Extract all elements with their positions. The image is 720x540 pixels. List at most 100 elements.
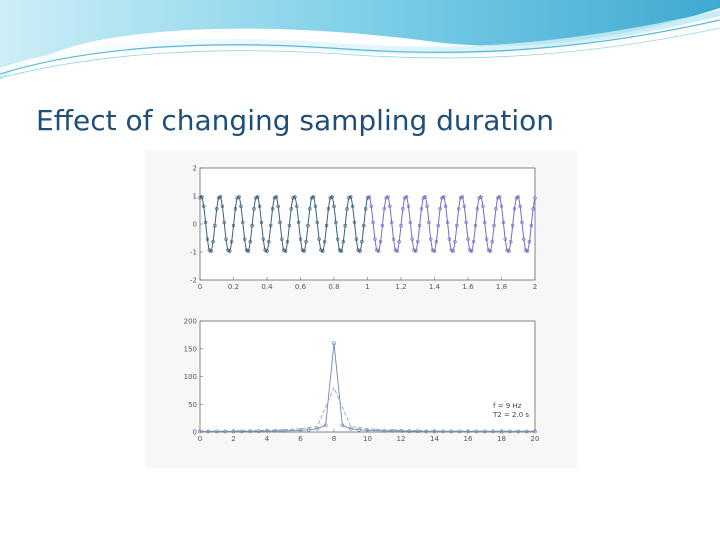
signal-sample-point (494, 207, 498, 211)
signal-sample-point (343, 223, 347, 228)
signal-sample-point (442, 195, 446, 199)
spectrum-point (424, 429, 429, 434)
signal-sample-point (388, 204, 392, 208)
spectrum-chart-y-tick-label: 0 (193, 429, 197, 437)
signal-sample-point (397, 240, 401, 244)
signal-sample-point (322, 240, 327, 244)
spectrum-point (239, 429, 244, 434)
signal-sample-point (229, 240, 234, 244)
signal-sample-point (477, 196, 481, 200)
signal-sample-point (231, 223, 236, 228)
signal-sample-point (216, 196, 221, 200)
signal-sample-point (501, 220, 506, 225)
spectrum-chart-x-tick-label: 4 (265, 435, 270, 443)
spectrum-point (248, 429, 253, 434)
signal-sample-point (347, 196, 351, 200)
signal-series-line-1 (199, 195, 368, 253)
spectrum-point (223, 429, 228, 434)
signal-chart-x-tick-label: 0 (198, 283, 202, 291)
signal-sample-point (423, 195, 427, 199)
signal-sample-point (505, 248, 509, 252)
signal-sample-point (401, 207, 405, 211)
signal-chart-x-tick-label: 1.2 (395, 283, 406, 291)
signal-sample-point (417, 223, 422, 228)
spectrum-point (516, 429, 521, 434)
signal-sample-point (280, 237, 284, 241)
spectrum-point (491, 429, 496, 434)
signal-sample-point (440, 196, 444, 200)
signal-chart-y-tick-label: 2 (193, 165, 197, 173)
signal-sample-point (207, 248, 212, 252)
signal-sample-point (291, 196, 295, 200)
signal-sample-point (520, 220, 524, 225)
signal-sample-point (198, 196, 202, 200)
signal-sample-point (488, 249, 493, 253)
spectrum-point (281, 428, 286, 433)
signal-sample-point (481, 204, 485, 208)
signal-sample-point (218, 195, 223, 199)
signal-sample-point (339, 249, 344, 253)
signal-sample-point (522, 237, 526, 241)
spectrum-point (198, 429, 202, 434)
signal-chart-x-tick-label: 1.8 (496, 283, 507, 291)
signal-sample-point (213, 223, 217, 228)
spectrum-chart-x-tick-label: 6 (298, 435, 303, 443)
signal-chart-axes-box (199, 167, 536, 281)
signal-sample-point (246, 249, 251, 253)
spectrum-point (390, 428, 395, 433)
signal-chart-x-tick-label: 0.2 (228, 283, 239, 291)
spectrum-point (466, 429, 470, 434)
signal-chart-x-tick-label: 0.6 (295, 283, 307, 291)
signal-sample-point (404, 195, 409, 199)
signal-sample-point (490, 240, 494, 244)
signal-sample-point (473, 223, 478, 228)
spectrum-point (315, 426, 320, 431)
signal-sample-point (302, 249, 306, 253)
signal-chart-x-tick-label: 2 (533, 283, 537, 291)
signal-sample-point (512, 207, 517, 211)
signal-sample-point (375, 248, 379, 252)
spectrum-chart-y-tick-label: 150 (184, 345, 197, 353)
signal-sample-point (296, 220, 301, 225)
signal-chart-x-tick-label: 1.6 (462, 283, 474, 291)
spectrum-point (373, 428, 378, 433)
signal-sample-point (259, 220, 264, 225)
signal-sample-point (317, 237, 321, 241)
signal-sample-point (380, 223, 385, 228)
signal-sample-point (393, 248, 398, 252)
signal-sample-point (358, 249, 362, 253)
signal-sample-point (241, 220, 245, 225)
signal-sample-point (350, 204, 355, 208)
signal-sample-point (244, 248, 249, 252)
signal-sample-point (466, 237, 470, 241)
signal-sample-point (282, 248, 286, 252)
signal-sample-point (220, 204, 225, 208)
slide-title: Effect of changing sampling duration (36, 104, 554, 137)
signal-sample-point (483, 220, 487, 225)
spectrum-point (214, 429, 219, 434)
signal-sample-point (445, 220, 450, 225)
signal-sample-point (492, 223, 496, 228)
signal-sample-point (254, 196, 258, 200)
signal-sample-point (289, 207, 293, 211)
signal-sample-point (250, 223, 254, 228)
signal-sample-point (484, 237, 489, 241)
signal-sample-point (239, 204, 243, 208)
spectrum-point (449, 429, 454, 434)
signal-sample-point (468, 248, 472, 252)
signal-sample-point (330, 195, 334, 199)
signal-sample-point (419, 207, 424, 211)
signal-sample-point (516, 195, 520, 199)
signal-chart-x-tick-label: 0.4 (261, 283, 273, 291)
spectrum-point (415, 429, 420, 434)
signal-sample-point (285, 240, 290, 244)
spectrum-point (533, 429, 537, 434)
signal-sample-point (436, 223, 440, 228)
signal-sample-point (336, 237, 340, 241)
signal-sample-point (497, 195, 502, 199)
signal-sample-point (389, 220, 394, 225)
signal-sample-point (295, 204, 299, 208)
signal-sample-point (272, 196, 277, 200)
signal-sample-point (315, 220, 319, 225)
